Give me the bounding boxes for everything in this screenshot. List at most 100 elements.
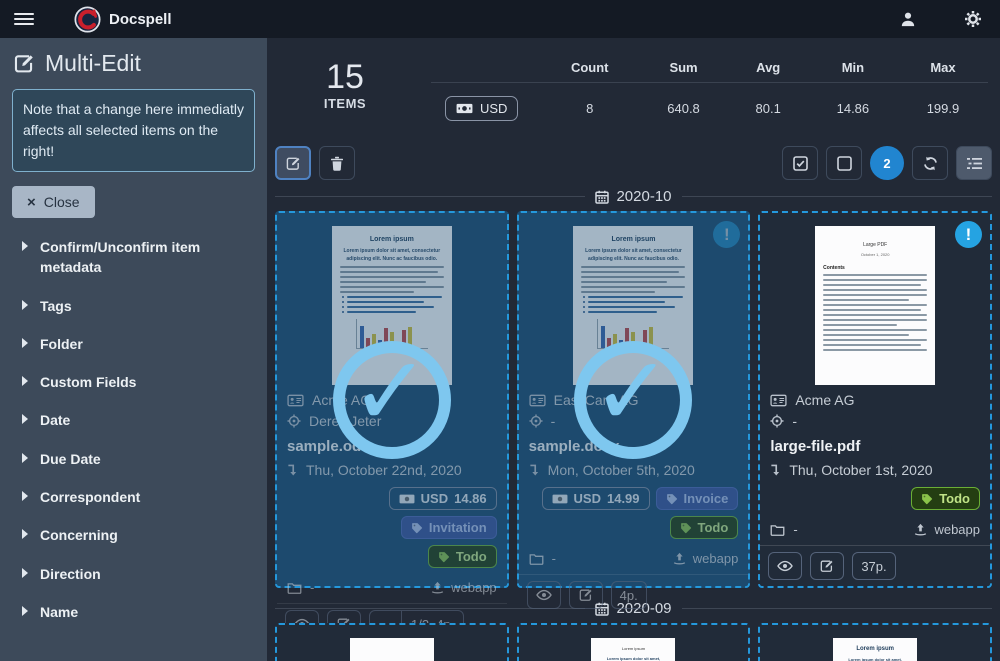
- view-menu-button[interactable]: [956, 146, 992, 180]
- refresh-button[interactable]: [912, 146, 948, 180]
- correspondent-icon: [287, 394, 304, 407]
- tag-badge[interactable]: Invoice: [655, 487, 739, 510]
- select-all-button[interactable]: [782, 146, 818, 180]
- correspondent-icon: [529, 394, 546, 407]
- sidebar-item-correspondent[interactable]: Correspondent: [12, 478, 255, 516]
- badge-row: Todo: [277, 545, 507, 568]
- sidebar-item-date[interactable]: Date: [12, 401, 255, 439]
- badge-row: USD 14.99 Invoice Todo: [519, 487, 749, 539]
- tag-icon: [411, 522, 423, 534]
- item-date-row: Mon, October 5th, 2020: [529, 462, 739, 478]
- card-footer: 4p.: [518, 574, 749, 615]
- calendar-icon: [595, 190, 610, 204]
- stats-value-count: 8: [586, 101, 594, 116]
- sidebar-item-due-date[interactable]: Due Date: [12, 440, 255, 478]
- date-group-header: 2020-10: [275, 188, 992, 205]
- stats-value-min: 14.86: [836, 101, 870, 116]
- caret-right-icon: [22, 376, 28, 387]
- alert-icon: !: [955, 221, 982, 248]
- tag-icon: [680, 522, 692, 534]
- concerning-icon: [287, 414, 301, 428]
- money-icon: [552, 494, 568, 504]
- select-none-button[interactable]: [826, 146, 862, 180]
- item-date-icon: [770, 463, 781, 477]
- sidebar-item-concerning[interactable]: Concerning: [12, 516, 255, 554]
- sidebar-item-custom-fields[interactable]: Custom Fields: [12, 363, 255, 401]
- delete-button[interactable]: [319, 146, 355, 180]
- settings-icon[interactable]: [960, 6, 986, 32]
- hamburger-icon[interactable]: [14, 9, 34, 29]
- upload-icon: [431, 581, 444, 594]
- edit-icon: [14, 53, 35, 74]
- caret-right-icon: [22, 452, 28, 463]
- stats-header-sum: Sum: [638, 52, 729, 83]
- caret-right-icon: [22, 414, 28, 425]
- sidebar-item-folder[interactable]: Folder: [12, 325, 255, 363]
- tag-badge[interactable]: Todo: [427, 545, 497, 568]
- item-thumbnail: Keywords in PDF v1: [277, 625, 507, 661]
- correspondent-icon: [770, 394, 787, 407]
- preview-button[interactable]: [768, 552, 803, 580]
- caret-right-icon: [22, 491, 28, 502]
- stats-table: Count Sum Avg Min Max USD: [431, 52, 988, 134]
- thumbnail-chart: [355, 319, 428, 349]
- item-name: large-file.pdf: [770, 438, 861, 455]
- tag-icon: [666, 493, 678, 505]
- close-icon: ×: [27, 193, 36, 211]
- caret-right-icon: [22, 605, 28, 616]
- edit-item-button[interactable]: [810, 552, 845, 580]
- folder-source-row: - webapp: [287, 568, 497, 595]
- sidebar-title: Multi-Edit: [14, 50, 255, 77]
- stats-value-avg: 80.1: [755, 101, 781, 116]
- app-brand[interactable]: Docspell: [74, 5, 172, 33]
- item-card[interactable]: Lorem ipsum Lorem ipsum dolor sit amet, …: [758, 623, 992, 661]
- multi-edit-button[interactable]: [275, 146, 311, 180]
- item-card[interactable]: Keywords in PDF v1: [275, 623, 509, 661]
- app-logo: [74, 5, 101, 33]
- edit-item-button[interactable]: [568, 581, 603, 609]
- folder-icon: [287, 582, 302, 594]
- tag-badge[interactable]: Todo: [669, 516, 739, 539]
- selection-count-badge[interactable]: 2: [870, 146, 904, 180]
- money-icon: [456, 103, 473, 114]
- sidebar-item-direction[interactable]: Direction: [12, 555, 255, 593]
- item-thumbnail: Lorem ipsum Lorem ipsum dolor sit amet, …: [519, 625, 749, 661]
- badge-row: Todo: [760, 487, 990, 510]
- item-card-grid: Lorem ipsum Lorem ipsum dolor sit amet, …: [275, 211, 992, 638]
- item-thumbnail: Lorem ipsum Lorem ipsum dolor sit amet, …: [277, 213, 507, 385]
- sidebar-item-tags[interactable]: Tags: [12, 287, 255, 325]
- stats-header-avg: Avg: [728, 52, 808, 83]
- correspondent-row: Acme AG: [770, 392, 980, 408]
- top-navbar: Docspell: [0, 0, 1000, 38]
- correspondent-row: Acme AG: [287, 392, 497, 408]
- tag-badge[interactable]: Todo: [911, 487, 980, 510]
- item-card-sample-docx[interactable]: ! Lorem ipsum Lorem ipsum dolor sit amet…: [516, 211, 751, 609]
- close-button[interactable]: × Close: [12, 186, 95, 218]
- page-count: 4p.: [610, 581, 647, 609]
- caret-right-icon: [22, 567, 28, 578]
- item-thumbnail: Lorem ipsum Lorem ipsum dolor sit amet, …: [760, 625, 990, 661]
- item-name: sample.odt: [287, 438, 367, 455]
- amount-badge: USD 14.99: [541, 487, 650, 510]
- stats-value-sum: 640.8: [667, 101, 700, 116]
- folder-source-row: - webapp: [529, 539, 738, 566]
- multi-edit-note: Note that a change here immediatly affec…: [12, 89, 255, 172]
- card-footer: 37p.: [760, 545, 990, 586]
- item-thumbnail: Lorem ipsum Lorem ipsum dolor sit amet, …: [519, 213, 749, 385]
- item-card[interactable]: Lorem ipsum Lorem ipsum dolor sit amet, …: [516, 623, 751, 661]
- folder-icon: [529, 553, 544, 565]
- item-card-large-file-pdf[interactable]: ! Large PDF October 1, 2020 Contents: [758, 211, 992, 588]
- thumbnail-chart: [597, 319, 670, 349]
- sidebar-item-confirm-metadata[interactable]: Confirm/Unconfirm item metadata: [12, 228, 255, 287]
- user-icon[interactable]: [896, 7, 920, 31]
- app-title: Docspell: [109, 10, 172, 28]
- multi-edit-sidebar: Multi-Edit Note that a change here immed…: [0, 38, 267, 661]
- item-card-sample-odt[interactable]: Lorem ipsum Lorem ipsum dolor sit amet, …: [275, 211, 509, 638]
- folder-icon: [770, 524, 785, 536]
- page-count: 37p.: [852, 552, 896, 580]
- tag-badge[interactable]: Invitation: [400, 516, 497, 539]
- preview-button[interactable]: [526, 581, 561, 609]
- sidebar-item-name[interactable]: Name: [12, 593, 255, 631]
- stats-header-max: Max: [897, 52, 988, 83]
- badge-row: USD 14.86 Invitation: [277, 487, 507, 539]
